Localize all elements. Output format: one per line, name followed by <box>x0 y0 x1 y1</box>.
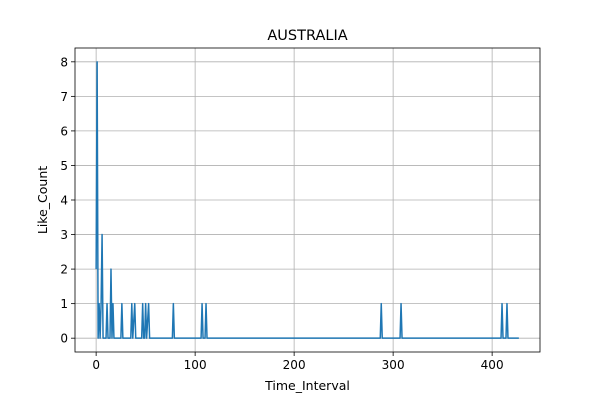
y-tick-label: 2 <box>60 263 68 277</box>
chart-title: AUSTRALIA <box>267 28 347 44</box>
y-tick-label: 4 <box>60 194 68 208</box>
y-tick-label: 1 <box>60 297 68 311</box>
x-axis-label: Time_Interval <box>264 378 350 393</box>
x-axis-ticks: 0 100 200 300 400 <box>92 352 504 372</box>
y-axis-ticks: 0 1 2 3 4 5 6 7 8 <box>60 55 75 346</box>
grid <box>75 48 540 352</box>
y-tick-label: 0 <box>60 332 68 346</box>
series-layer <box>95 61 519 339</box>
y-tick-label: 3 <box>60 228 68 242</box>
y-tick-label: 8 <box>60 55 68 69</box>
y-tick-label: 5 <box>60 159 68 173</box>
x-tick-label: 300 <box>382 358 405 372</box>
y-tick-label: 6 <box>60 124 68 138</box>
x-tick-label: 100 <box>184 358 207 372</box>
x-tick-label: 400 <box>481 358 504 372</box>
y-axis-label: Like_Count <box>35 166 50 234</box>
x-tick-label: 200 <box>283 358 306 372</box>
series-line <box>95 61 519 339</box>
x-tick-label: 0 <box>92 358 100 372</box>
y-tick-label: 7 <box>60 90 68 104</box>
